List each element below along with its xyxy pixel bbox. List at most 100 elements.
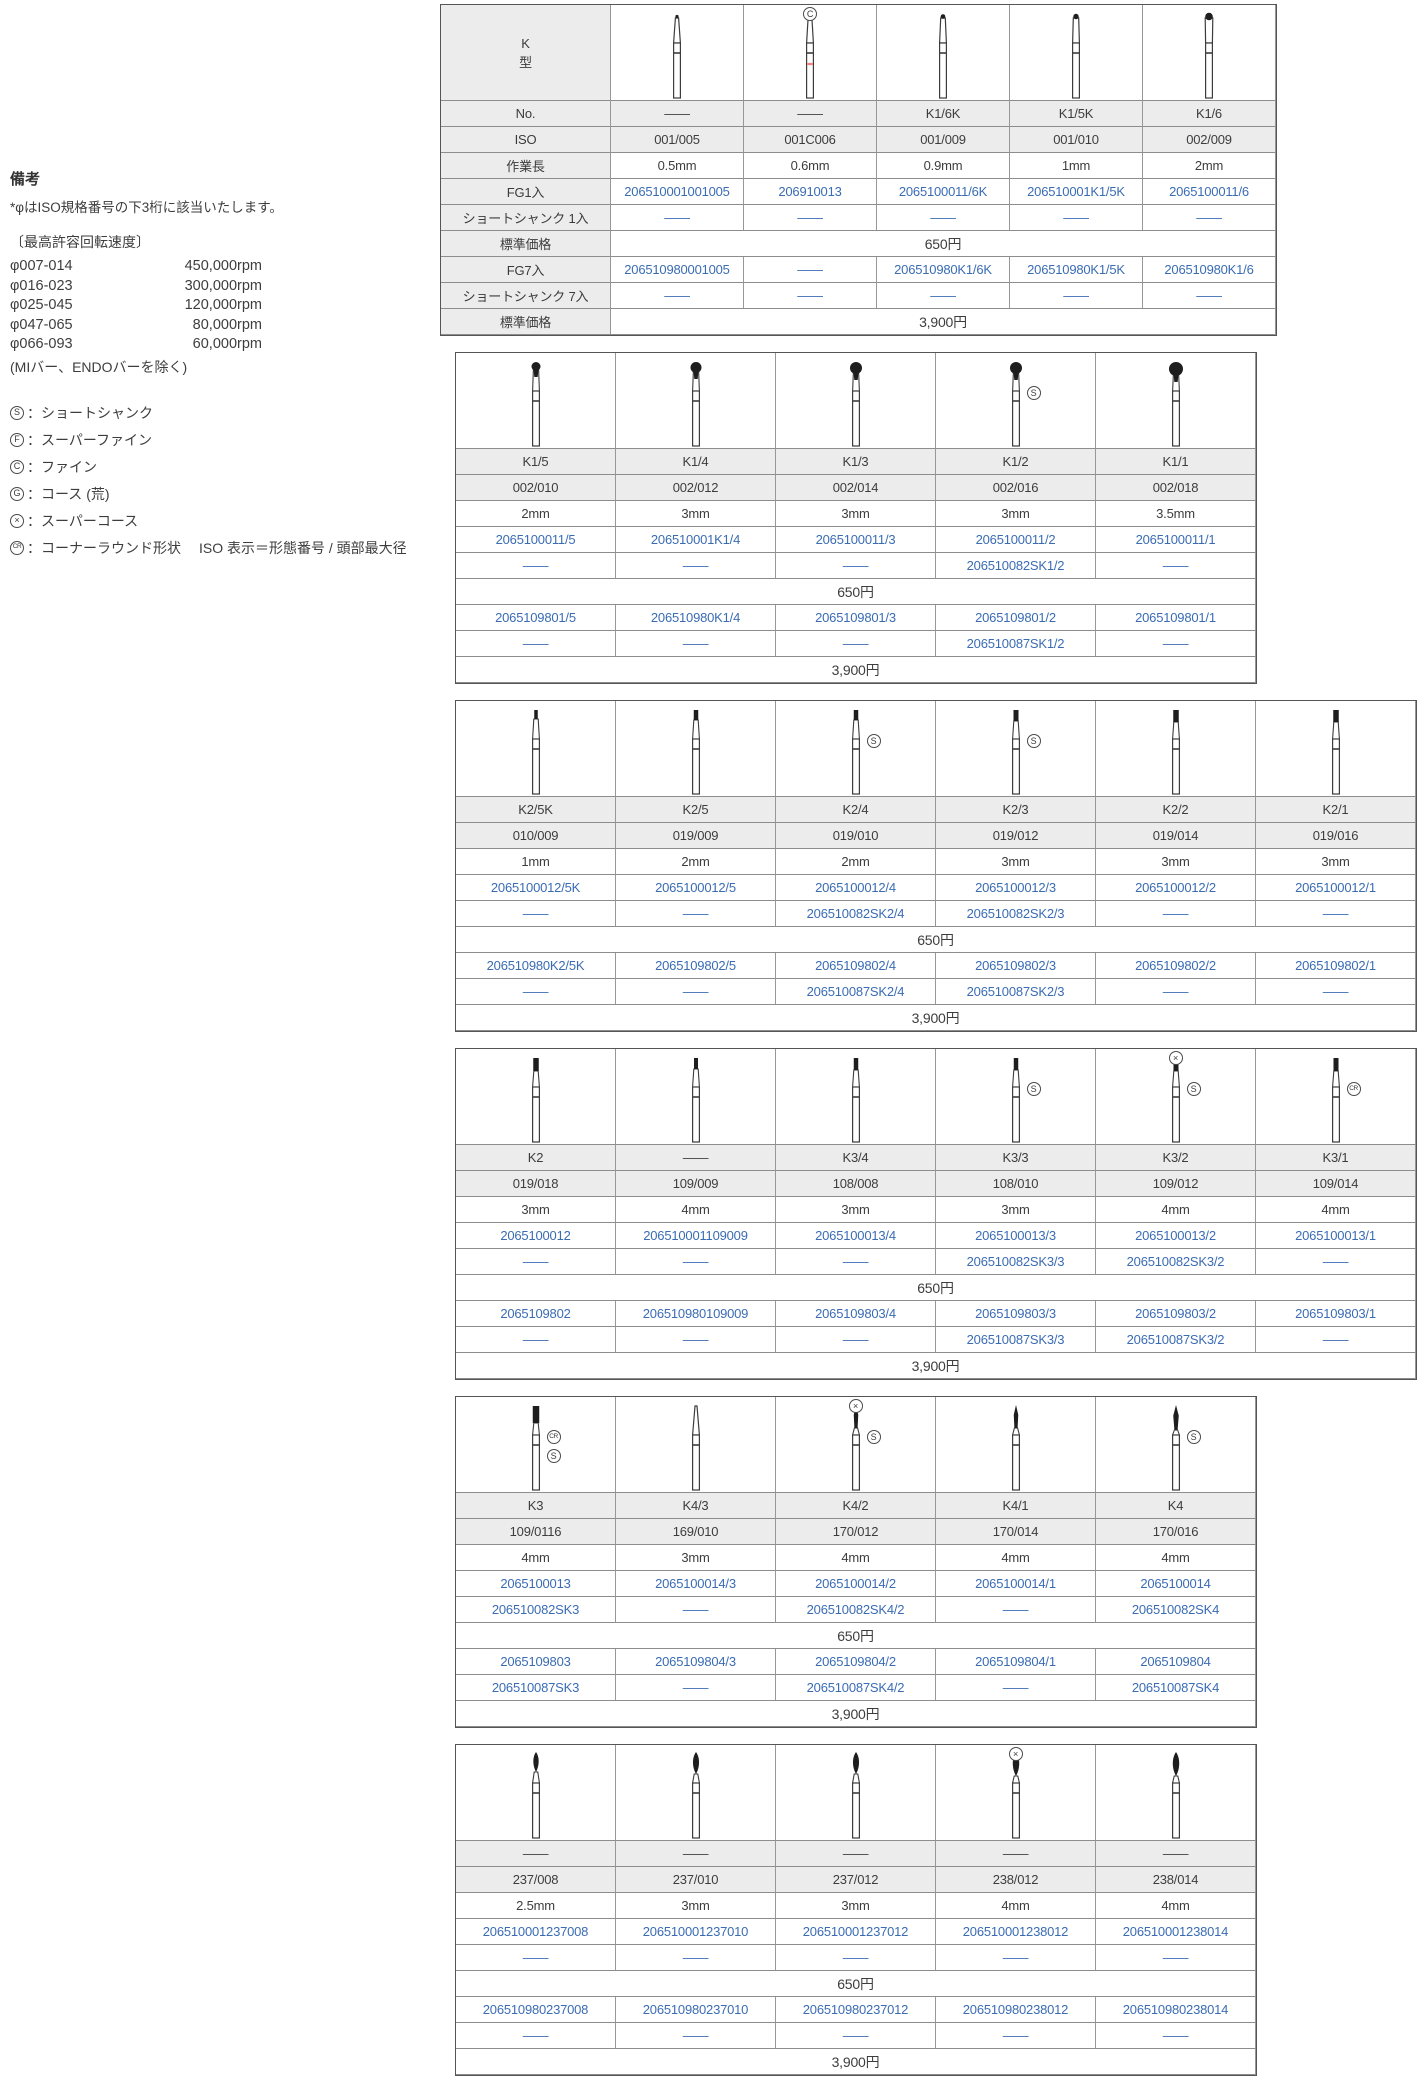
cell-iso: 109/0116: [456, 1519, 616, 1545]
cell-fg1: 2065100012/2: [1096, 875, 1256, 901]
cell-ss1: ——: [1096, 901, 1256, 927]
cell-fg7: 2065109804/3: [616, 1649, 776, 1675]
cell-iso: 019/010: [776, 823, 936, 849]
cell-fg7: 206510980K1/4: [616, 605, 776, 631]
cell-fg7: 2065109803/1: [1256, 1301, 1416, 1327]
legend-symbol-icon: C: [10, 459, 24, 474]
bur-illustration: [672, 14, 682, 99]
bur-image-cell: [1096, 1745, 1256, 1841]
cell-price_single: 650円: [456, 1275, 1416, 1301]
cell-ss1: 206510082SK1/2: [936, 553, 1096, 579]
bur-image-cell: [456, 1049, 616, 1145]
cell-price_pack: 3,900円: [456, 2049, 1256, 2075]
cell-ss7: 206510087SK1/2: [936, 631, 1096, 657]
cell-ss7: ——: [616, 631, 776, 657]
speed-list: φ007-014 450,000rpm φ016-023 300,000rpm φ025…: [10, 257, 262, 355]
cell-fg1: 2065100012/5K: [456, 875, 616, 901]
cell-no: ——: [616, 1841, 776, 1867]
bur-illustration: [851, 710, 860, 795]
bur-illustration: [1071, 13, 1081, 99]
cell-ss1: ——: [877, 205, 1010, 231]
cell-len: 4mm: [1096, 1545, 1256, 1571]
cell-fg1: 2065100013/4: [776, 1223, 936, 1249]
cell-ss7: 206510087SK2/3: [936, 979, 1096, 1005]
cell-fg1: 2065100012/4: [776, 875, 936, 901]
cell-ss7: 206510087SK2/4: [776, 979, 936, 1005]
cell-ss1: ——: [456, 901, 616, 927]
cell-ss1: ——: [611, 205, 744, 231]
bur-image-cell: [616, 1745, 776, 1841]
bur-image-cell: [616, 1397, 776, 1493]
product-table-3: S S K2/5K K2/5 K2/4 K2/3 K2/2 K2/1 010/009 019/00…: [455, 700, 1417, 1032]
product-table-5: CR S × S S K3 K4/3 K4/2 K4/1 K4 109/0116 169/010 170…: [455, 1396, 1257, 1728]
cell-ss7: ——: [616, 1675, 776, 1701]
speed-title: 〔最高許容回転速度〕: [10, 234, 150, 250]
cell-ss7: ——: [456, 1327, 616, 1353]
cell-iso: 001/010: [1010, 127, 1143, 153]
cell-no: K1/5K: [1010, 101, 1143, 127]
cell-no: K3/1: [1256, 1145, 1416, 1171]
cell-fg1: 206910013: [744, 179, 877, 205]
bur-illustration: [1204, 12, 1214, 99]
cell-len: 4mm: [616, 1197, 776, 1223]
speed-row: φ016-023 300,000rpm: [10, 277, 262, 297]
cell-ss7: ——: [611, 283, 744, 309]
legend-row: C ：ファイン: [10, 457, 448, 477]
cell-no: K1/2: [936, 449, 1096, 475]
legend-iso-note: ISO 表示＝形態番号 / 頭部最大径: [199, 539, 407, 556]
cell-iso: 002/016: [936, 475, 1096, 501]
bur-image-cell: CR S: [456, 1397, 616, 1493]
bur-illustration: [691, 1058, 700, 1143]
cell-fg1: 206510001K1/4: [616, 527, 776, 553]
bur-image-cell: [1096, 701, 1256, 797]
legend-row: × ：スーパーコース: [10, 511, 448, 531]
x-mark-icon: ×: [848, 1399, 863, 1413]
cell-fg7: 2065109802/5: [616, 953, 776, 979]
cell-ss7: 206510087SK4: [1096, 1675, 1256, 1701]
cell-iso: 002/018: [1096, 475, 1256, 501]
cell-fg7: 206510980K1/5K: [1010, 257, 1143, 283]
speed-row: φ066-093 60,000rpm: [10, 335, 262, 355]
cell-iso: 108/008: [776, 1171, 936, 1197]
cell-len: 3mm: [616, 1545, 776, 1571]
legend-symbol-icon: ×: [10, 513, 24, 528]
cell-ss1: ——: [616, 553, 776, 579]
cell-fg7: 206510980109009: [616, 1301, 776, 1327]
cell-len: 4mm: [1096, 1893, 1256, 1919]
cell-len: 3mm: [616, 501, 776, 527]
cell-ss7: ——: [936, 2023, 1096, 2049]
cell-ss7: 206510087SK3/2: [1096, 1327, 1256, 1353]
cell-ss7: 206510087SK3/3: [936, 1327, 1096, 1353]
cell-ss1: 206510082SK3/3: [936, 1249, 1096, 1275]
cell-no: K1/6: [1143, 101, 1276, 127]
cell-fg1: 2065100014/2: [776, 1571, 936, 1597]
cell-len: 3mm: [776, 1893, 936, 1919]
cell-len: 3mm: [1256, 849, 1416, 875]
legend-list: S ：ショートシャンク F ：スーパーファイン C ：ファイン G ：コース (荒) × ：スーパ…: [10, 403, 448, 558]
cell-no: K3: [456, 1493, 616, 1519]
cell-no: K1/5: [456, 449, 616, 475]
bur-image-cell: [1143, 5, 1276, 101]
cell-no: K2/5: [616, 797, 776, 823]
cell-ss1: ——: [1010, 205, 1143, 231]
bur-illustration: [849, 362, 862, 447]
bur-illustration: [1011, 710, 1020, 795]
cell-price_single: 650円: [456, 1623, 1256, 1649]
cell-fg7: 2065109802/4: [776, 953, 936, 979]
cell-fg7: 2065109804: [1096, 1649, 1256, 1675]
bur-image-cell: [776, 1745, 936, 1841]
notes-panel: 備考 *φはISO規格番号の下3桁に該当いたします。 〔最高許容回転速度〕 φ0…: [10, 168, 448, 558]
cell-fg7: 206510980237010: [616, 1997, 776, 2023]
cell-iso: 019/016: [1256, 823, 1416, 849]
bur-image-cell: [456, 1745, 616, 1841]
cell-no: K1/6K: [877, 101, 1010, 127]
bur-image-cell: S: [776, 701, 936, 797]
bur-image-cell: [616, 353, 776, 449]
cell-fg7: 2065109802/1: [1256, 953, 1416, 979]
cell-iso: 238/014: [1096, 1867, 1256, 1893]
cell-ss1: ——: [936, 1597, 1096, 1623]
cell-ss1: ——: [1096, 553, 1256, 579]
bur-illustration: [1009, 362, 1022, 447]
cell-fg7: 2065109804/2: [776, 1649, 936, 1675]
